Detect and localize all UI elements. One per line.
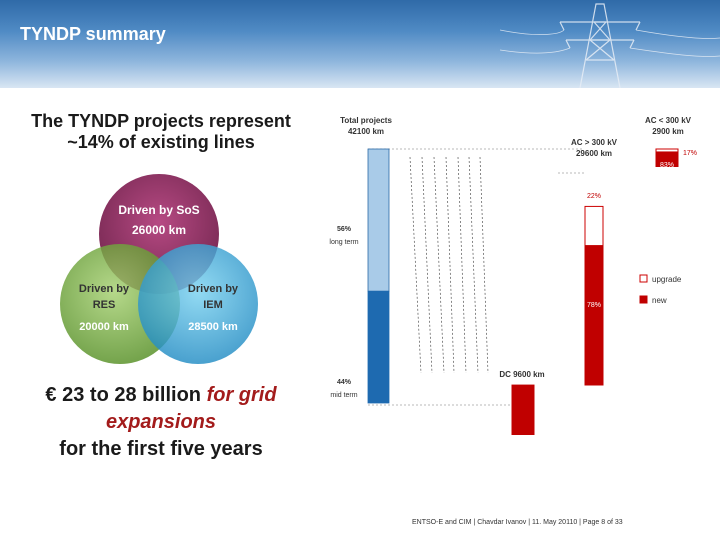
investment-note: € 23 to 28 billion for grid expansions f…: [10, 382, 312, 463]
transmission-chart: Total projects 42100 km AC > 300 kV 2960…: [322, 105, 702, 435]
header-banner: TYNDP summary: [0, 0, 720, 88]
ac-above-300-value: 29600 km: [576, 149, 612, 158]
dc-label: DC 9600 km: [499, 370, 544, 379]
total-mid-term-percent: 44%: [337, 379, 352, 386]
venn-iem-value: 28500 km: [188, 321, 238, 333]
venn-iem-label-1: Driven by: [188, 283, 239, 295]
investment-line-1: € 23 to 28 billion for grid: [10, 382, 312, 409]
venn-circle-iem: [138, 244, 258, 364]
bar-ac-below-300-new: [655, 151, 679, 167]
ac-below-300-label: AC < 300 kV: [645, 116, 692, 125]
bar-total-long-term: [367, 148, 390, 292]
bar-dc: [511, 384, 535, 435]
bar-ac-above-300-upgrade: [584, 205, 604, 247]
investment-line-3: for the first five years: [59, 438, 263, 460]
investment-line-2: expansions: [10, 409, 312, 436]
investment-amount: € 23 to 28 billion: [45, 384, 207, 406]
legend-upgrade-label: upgrade: [652, 275, 682, 284]
chart-legend: upgrade new: [639, 274, 682, 305]
legend-new-swatch: [639, 295, 648, 304]
venn-res-label-1: Driven by: [79, 283, 130, 295]
total-long-term-percent: 56%: [337, 226, 352, 233]
investment-em-1: for grid: [206, 384, 277, 406]
ac-below-300-value: 2900 km: [652, 127, 684, 136]
headline-line-1: The TYNDP projects represent: [31, 111, 291, 131]
venn-diagram: Driven by SoS 26000 km Driven by RES 200…: [60, 174, 258, 364]
venn-sos-label: Driven by SoS: [118, 203, 199, 217]
total-projects-label: Total projects: [340, 116, 392, 125]
ac-above-300-new-percent: 78%: [587, 302, 601, 309]
legend-upgrade-swatch: [639, 274, 648, 283]
total-long-term-name: long term: [329, 239, 358, 246]
bar-total-mid-term: [367, 290, 390, 404]
ac-below-300-upgrade-percent: 17%: [683, 150, 697, 157]
ac-above-300-upgrade-percent: 22%: [587, 193, 601, 200]
headline-line-2: ~14% of existing lines: [67, 132, 255, 152]
legend-new-label: new: [652, 296, 667, 305]
reference-lines: [368, 148, 584, 406]
power-pylon-icon: [500, 3, 720, 88]
headline: The TYNDP projects represent ~14% of exi…: [10, 111, 312, 153]
bar-ac-above-300-new: [584, 245, 604, 386]
total-mid-term-name: mid term: [330, 392, 357, 399]
investment-em-2: expansions: [105, 411, 217, 433]
ac-below-300-new-percent: 83%: [660, 162, 674, 169]
venn-iem-label-2: IEM: [203, 299, 223, 311]
venn-res-label-2: RES: [93, 299, 116, 311]
dashed-connector-lines: [409, 156, 489, 374]
page-title: TYNDP summary: [20, 24, 166, 44]
footer-text: ENTSO-E and CIM | Chavdar Ivanov | 11. M…: [412, 519, 623, 526]
total-projects-value: 42100 km: [348, 127, 384, 136]
ac-above-300-label: AC > 300 kV: [571, 138, 618, 147]
venn-sos-value: 26000 km: [132, 223, 186, 237]
venn-res-value: 20000 km: [79, 321, 129, 333]
